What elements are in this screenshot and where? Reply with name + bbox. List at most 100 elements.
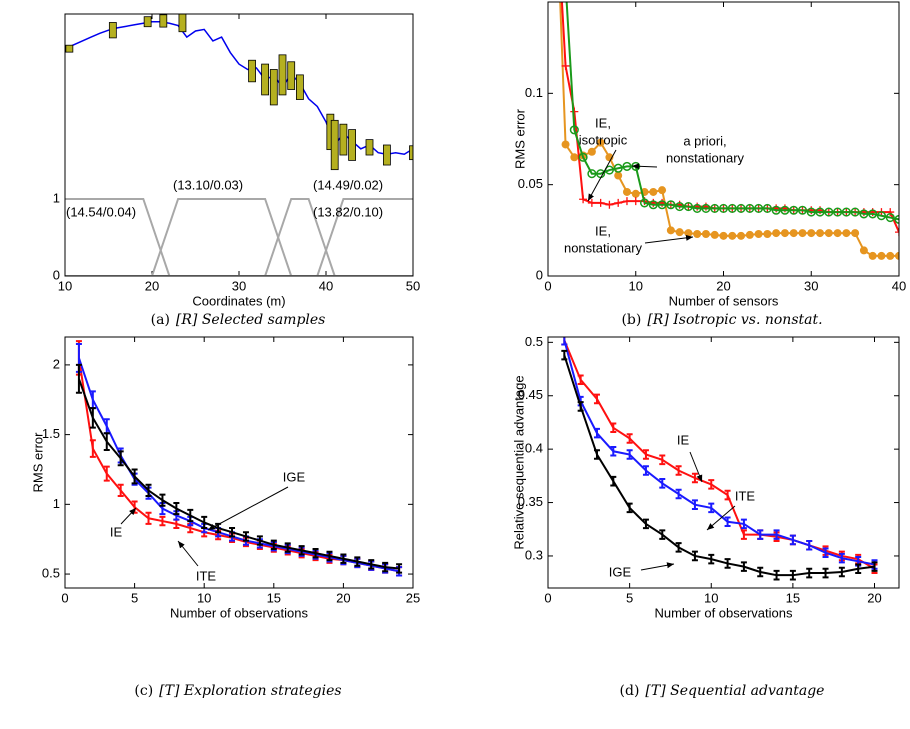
error-bar	[256, 535, 263, 546]
marker-circle	[780, 205, 790, 215]
caption: (b) [R] Isotropic vs. nonstat.	[621, 312, 822, 328]
x-tick-label: 10	[629, 278, 643, 293]
marker-plus	[886, 208, 895, 217]
y-tick-label: 0.5	[42, 565, 60, 580]
annotation: (13.82/0.10)	[313, 204, 383, 219]
error-bar	[708, 479, 715, 490]
marker-plus	[579, 195, 588, 204]
annotation-arrow	[120, 507, 137, 525]
y-tick-label: 0.35	[518, 494, 543, 509]
error-bar	[838, 566, 845, 578]
annotation: IGE	[609, 564, 632, 579]
error-bar	[159, 493, 166, 507]
caption-text: [R] Isotropic vs. nonstat.	[647, 312, 822, 328]
x-tick-label: 10	[58, 278, 72, 293]
error-bar	[757, 566, 764, 578]
annotation-arrow	[631, 163, 658, 170]
sample-box	[108, 22, 117, 39]
x-tick-label: 40	[319, 278, 333, 293]
marker-circle	[762, 203, 772, 213]
error-bar	[691, 499, 698, 510]
error-bar	[89, 439, 96, 458]
sample-box	[261, 63, 270, 96]
error-bar	[561, 349, 568, 361]
y-tick-label: 0.5	[525, 334, 543, 349]
panel: 0 5 10 15 20 25 0.5 1 1.5 2 IGE IE ITE Number of obse…	[30, 336, 420, 699]
y-tick-label: 0.3	[525, 547, 543, 562]
panel: 0 5 10 15 20 0.3 0.35 0.4 0.45 0.5 IE ITE IGE Number …	[511, 334, 900, 699]
marker-circle	[727, 203, 737, 213]
marker-circle	[604, 165, 614, 175]
marker-dot	[737, 231, 746, 240]
y-tick-label: 1	[53, 190, 60, 205]
error-bar	[201, 515, 208, 530]
series-line	[65, 197, 413, 276]
annotation-arrow	[587, 149, 617, 202]
annotation: IE,	[595, 115, 611, 130]
x-tick-label: 50	[406, 278, 420, 293]
error-bar	[642, 518, 649, 530]
error-bar	[675, 465, 682, 476]
error-bar	[368, 559, 375, 570]
marker-circle	[850, 207, 860, 217]
marker-dot	[684, 229, 693, 238]
error-bar	[838, 552, 845, 564]
marker-circle	[771, 205, 781, 215]
axes-frame	[64, 13, 414, 277]
marker-dot	[649, 187, 658, 196]
error-bar	[117, 450, 124, 467]
error-bar	[610, 422, 617, 434]
annotation: a priori,	[683, 133, 726, 148]
marker-dot	[666, 226, 675, 235]
marker-plus	[596, 198, 605, 207]
sample-box	[269, 69, 278, 106]
error-bar	[145, 483, 152, 497]
marker-dot	[851, 229, 860, 238]
marker-circle	[736, 203, 746, 213]
x-axis-label: Number of observations	[654, 605, 793, 620]
plot-area	[561, 337, 878, 581]
sample-box	[295, 74, 304, 100]
marker-circle	[789, 205, 799, 215]
caption-label: (c)	[134, 683, 153, 699]
error-bar	[773, 529, 780, 540]
sample-box	[248, 59, 256, 83]
y-tick-label: 0	[536, 267, 543, 282]
plot-area	[559, 2, 899, 260]
marker-dot	[719, 231, 728, 240]
series-line	[563, 339, 876, 570]
error-bar	[89, 407, 96, 429]
marker-dot	[596, 138, 605, 147]
error-bar	[242, 531, 249, 542]
sample-box	[339, 123, 348, 156]
marker-dot	[816, 229, 825, 238]
x-tick-label: 20	[145, 278, 159, 293]
y-axis-label: Relative sequential advantage	[511, 375, 526, 549]
sample-box	[287, 61, 296, 90]
marker-dot	[886, 251, 895, 260]
error-bar	[593, 427, 600, 439]
error-bar	[159, 515, 166, 527]
marker-circle	[657, 200, 667, 210]
marker-dot	[701, 229, 710, 238]
x-tick-label: 10	[197, 590, 211, 605]
error-bar	[593, 393, 600, 405]
error-bar	[229, 527, 236, 538]
marker-circle	[859, 209, 869, 219]
marker-dot	[772, 229, 781, 238]
error-bar	[740, 518, 747, 530]
error-bar	[806, 540, 813, 551]
error-bar	[691, 550, 698, 562]
marker-circle	[710, 203, 720, 213]
marker-circle	[797, 205, 808, 215]
marker-dot	[833, 229, 842, 238]
y-tick-label: 0.1	[525, 85, 543, 100]
annotation-arrow	[706, 505, 736, 531]
error-bar	[626, 502, 633, 514]
error-bar	[610, 446, 617, 457]
error-bar	[675, 488, 682, 500]
annotation: IGE	[283, 469, 306, 484]
caption: (a) [R] Selected samples	[151, 312, 326, 328]
x-tick-label: 20	[716, 278, 730, 293]
